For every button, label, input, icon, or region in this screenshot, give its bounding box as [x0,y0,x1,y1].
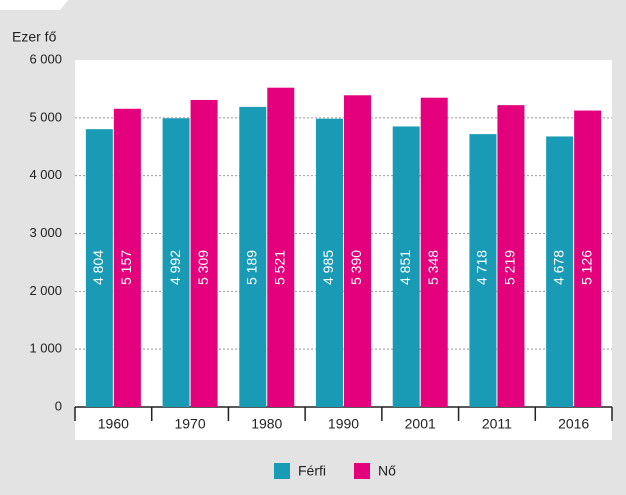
y-tick-label: 0 [55,398,62,413]
bar [267,87,295,408]
data-label: 5 157 [118,250,134,285]
bar [344,95,371,408]
data-label: 4 804 [90,250,106,285]
bar [113,108,141,407]
y-tick-label: 4 000 [29,167,62,182]
legend-swatch [354,463,370,479]
bar [497,105,525,407]
bar [469,134,497,407]
x-tick-label: 2011 [482,416,512,432]
x-tick-label: 2001 [405,416,436,432]
x-tick-label: 1960 [98,416,129,432]
bar [239,106,267,407]
bar [574,110,602,408]
bar [546,136,574,407]
data-label: 5 219 [502,250,518,285]
data-label: 5 189 [243,250,259,285]
y-tick-label: 6 000 [29,51,62,66]
data-label: 5 390 [348,250,364,285]
legend-swatch [274,463,290,479]
y-tick-label: 1 000 [29,341,62,356]
y-tick-label: 2 000 [29,283,62,298]
x-tick-label: 1990 [328,416,359,432]
bar [316,118,343,407]
legend-label: Férfi [298,463,326,479]
data-label: 4 851 [397,250,413,285]
data-label: 4 992 [167,250,183,285]
y-tick-label: 5 000 [29,109,62,124]
x-tick-label: 1980 [251,416,282,432]
bar [85,129,113,407]
data-label: 4 985 [320,250,336,285]
bar [392,126,420,407]
category-axis [75,407,612,440]
x-tick-label: 2016 [558,416,589,432]
data-label: 4 678 [550,250,566,285]
legend-label: Nő [378,463,396,479]
data-label: 5 309 [195,250,211,285]
data-label: 4 718 [474,250,490,285]
bar [162,118,190,408]
data-label: 5 126 [578,250,594,285]
y-tick-label: 3 000 [29,225,62,240]
bar [420,97,448,407]
data-label: 5 521 [271,250,287,285]
x-tick-label: 1970 [174,416,205,432]
bar [190,99,218,407]
chart-title: Ezer fő [12,29,57,45]
data-label: 5 348 [425,250,441,285]
